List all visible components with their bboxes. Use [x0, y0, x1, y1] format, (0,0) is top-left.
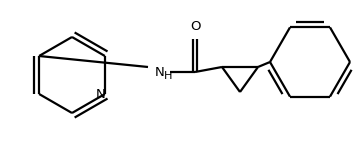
- Text: N: N: [96, 87, 106, 101]
- Text: O: O: [190, 20, 200, 33]
- Text: N: N: [155, 66, 165, 78]
- Text: H: H: [164, 71, 172, 81]
